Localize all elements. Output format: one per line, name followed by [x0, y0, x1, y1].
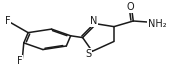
Text: S: S	[85, 49, 91, 59]
Text: O: O	[126, 2, 134, 12]
Text: NH₂: NH₂	[148, 19, 167, 29]
Text: F: F	[5, 16, 11, 26]
Text: N: N	[90, 16, 98, 26]
Text: F: F	[17, 56, 23, 66]
